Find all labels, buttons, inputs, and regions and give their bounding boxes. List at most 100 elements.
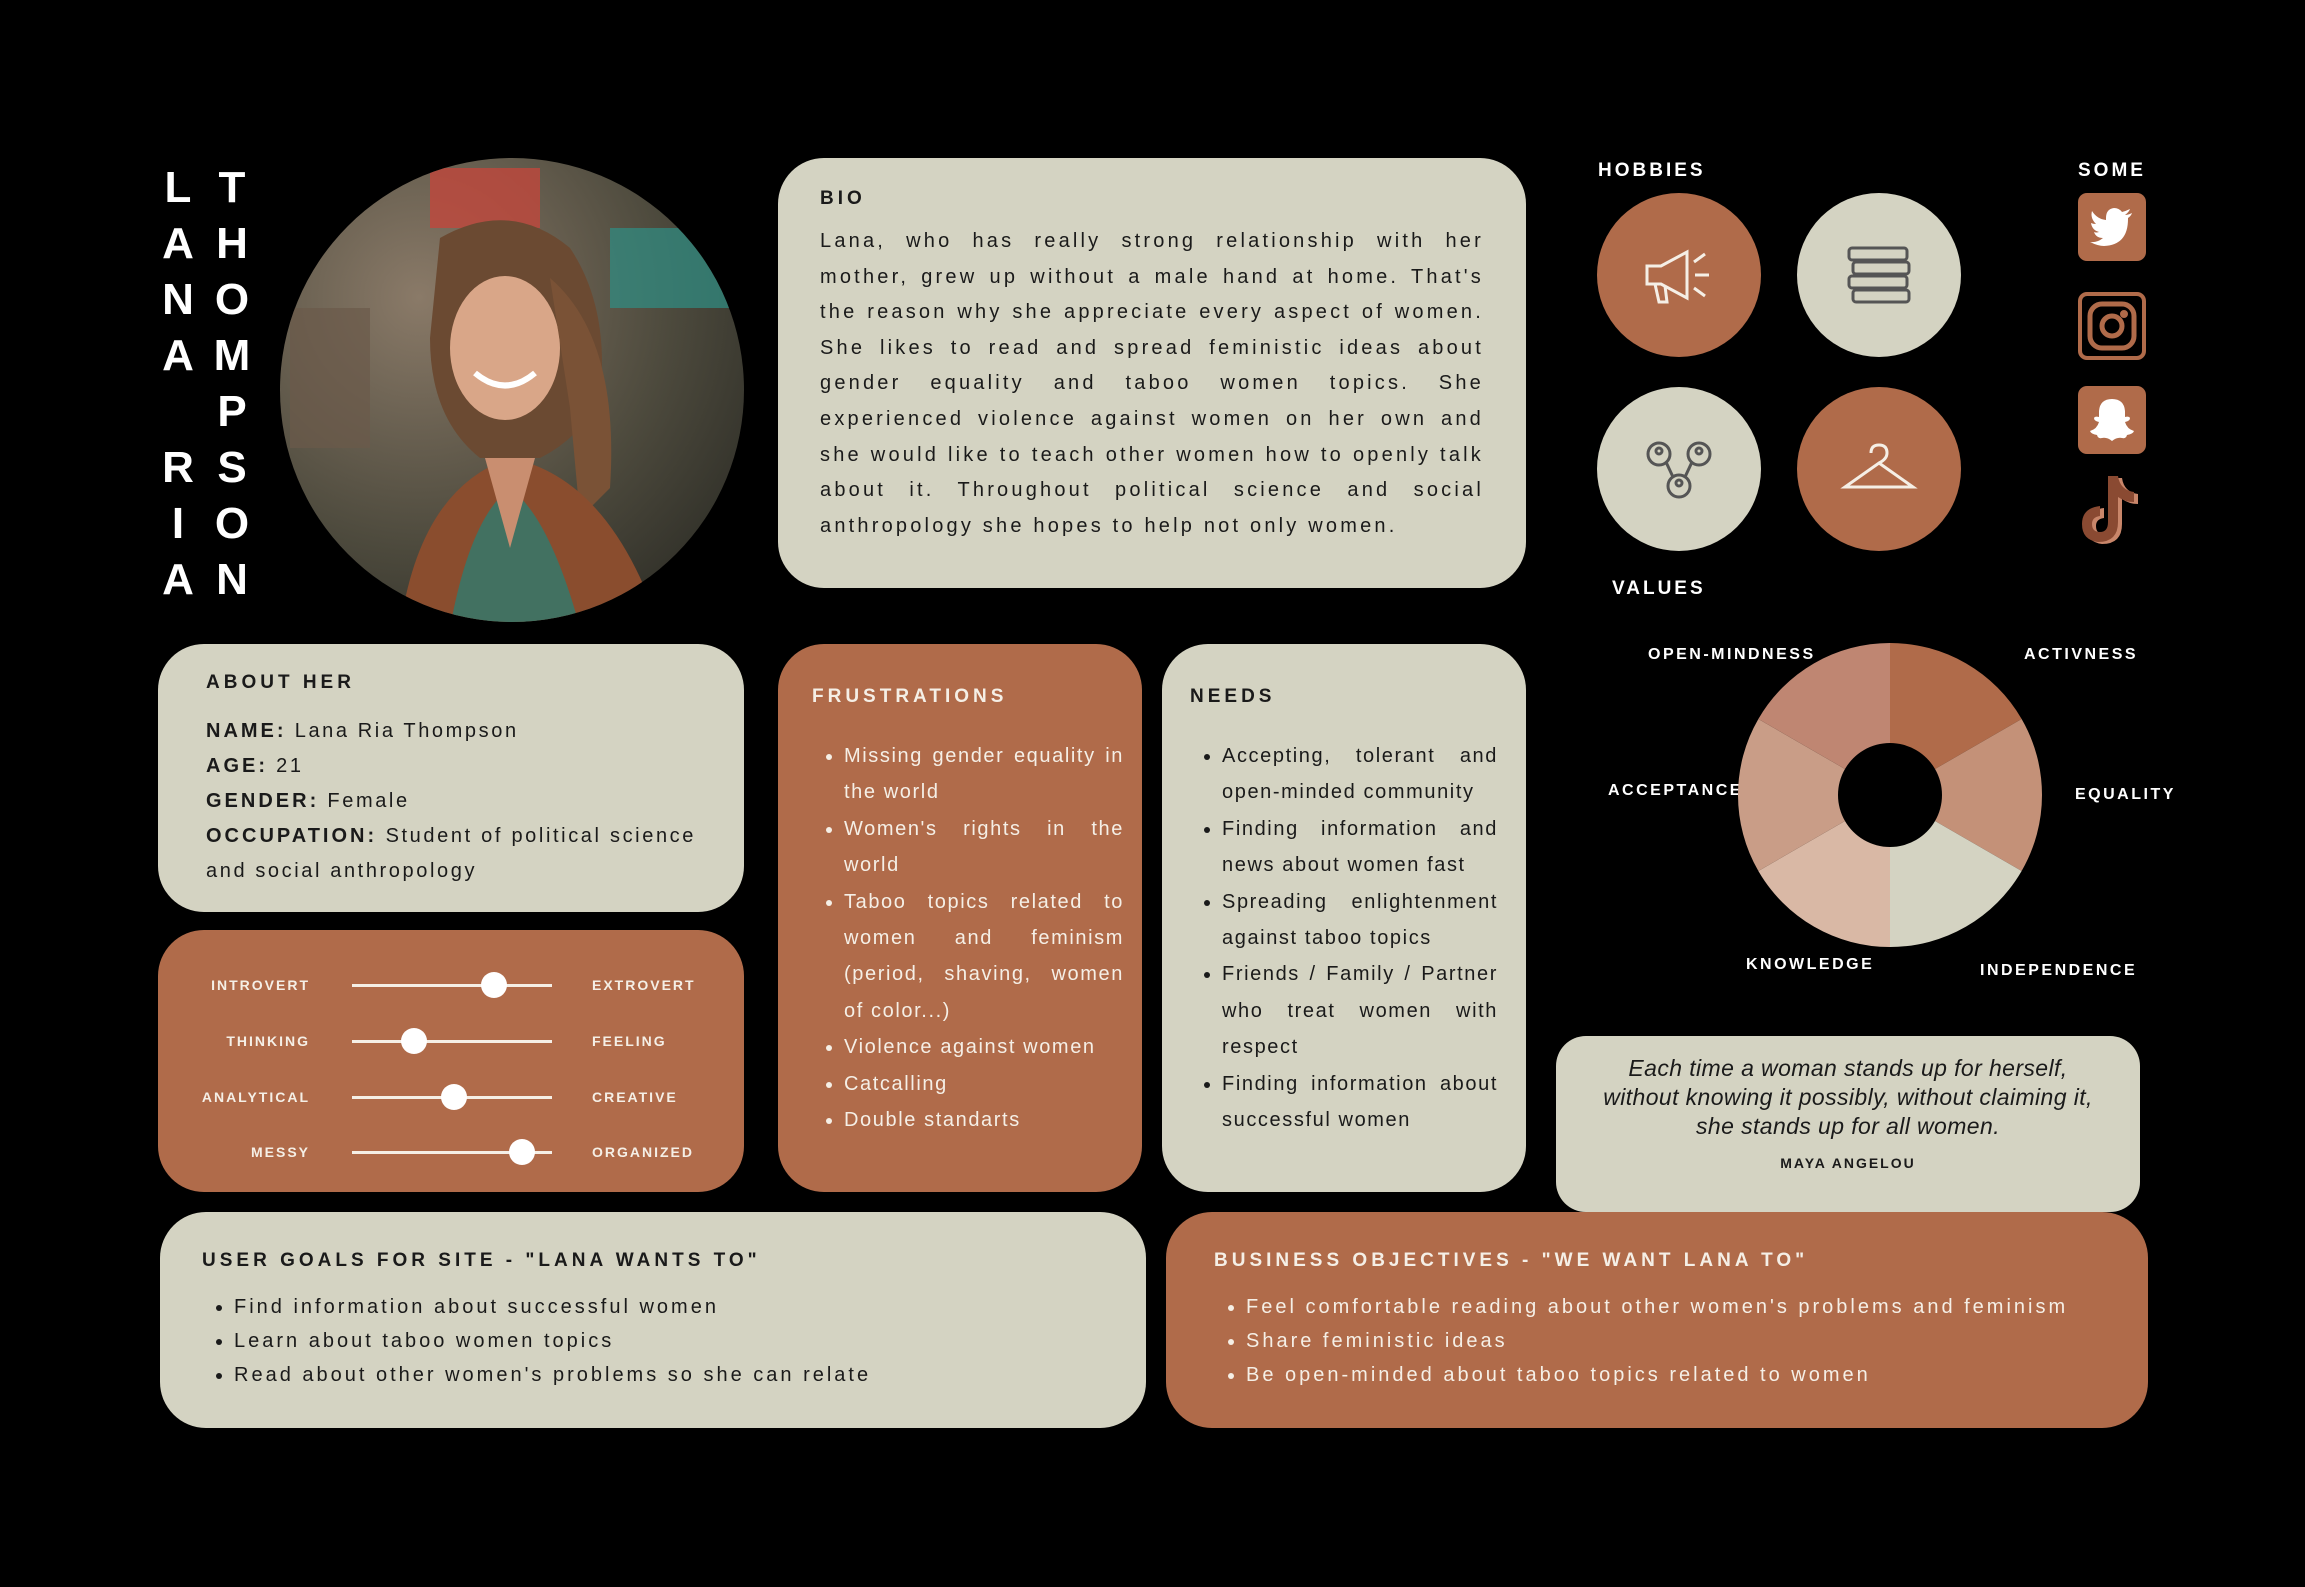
trait-slider-track[interactable] — [352, 1151, 552, 1154]
about-occupation-label: OCCUPATION: — [206, 825, 378, 847]
list-item: Women's rights in the world — [844, 811, 1124, 884]
list-item: Double standarts — [844, 1102, 1124, 1138]
about-name-value: Lana Ria Thompson — [294, 720, 519, 742]
user-goals-title: USER GOALS FOR SITE - "LANA WANTS TO" — [202, 1250, 761, 1271]
values-donut-chart — [1738, 643, 2042, 947]
list-item: Friends / Family / Partner who treat wom… — [1222, 956, 1498, 1065]
hobbies-title: HOBBIES — [1598, 160, 1706, 181]
about-age-value: 21 — [276, 755, 304, 777]
list-item: Accepting, tolerant and open-minded comm… — [1222, 738, 1498, 811]
quote-line: she stands up for all women. — [1696, 1113, 2000, 1139]
list-item: Learn about taboo women topics — [234, 1324, 1104, 1358]
list-item: Be open-minded about taboo topics relate… — [1246, 1358, 2100, 1392]
donut-segment — [1935, 719, 2042, 871]
about-occupation-row: OCCUPATION: Student of political science… — [206, 819, 696, 889]
user-goals-card: USER GOALS FOR SITE - "LANA WANTS TO" Fi… — [160, 1212, 1146, 1428]
trait-slider-row: ANALYTICAL CREATIVE — [158, 1082, 744, 1112]
name-letter: A — [162, 555, 194, 604]
list-item: Finding information about successful wom… — [1222, 1066, 1498, 1139]
twitter-icon[interactable] — [2078, 193, 2146, 261]
business-objectives-title: BUSINESS OBJECTIVES - "WE WANT LANA TO" — [1214, 1250, 1809, 1271]
instagram-icon[interactable] — [2078, 292, 2146, 360]
value-label-equality: EQUALITY — [2075, 786, 2176, 803]
trait-slider-knob[interactable] — [401, 1028, 427, 1054]
quote-line: without knowing it possibly, without cla… — [1603, 1084, 2093, 1110]
bio-text: Lana, who has really strong relationship… — [820, 230, 1484, 537]
books-icon — [1797, 193, 1961, 357]
frustrations-title: FRUSTRATIONS — [812, 686, 1008, 707]
about-age-row: AGE: 21 — [206, 749, 696, 784]
about-name-label: NAME: — [206, 720, 287, 742]
needs-card: NEEDS Accepting, tolerant and open-minde… — [1162, 644, 1526, 1192]
list-item: Find information about successful women — [234, 1290, 1104, 1324]
name-letter: T — [218, 163, 246, 212]
bio-title: BIO — [820, 188, 866, 209]
trait-slider-track[interactable] — [352, 1040, 552, 1043]
trait-right-label: CREATIVE — [592, 1089, 678, 1105]
trait-left-label: THINKING — [226, 1033, 310, 1049]
list-item: Violence against women — [844, 1029, 1124, 1065]
trait-left-label: ANALYTICAL — [201, 1089, 310, 1105]
trait-right-label: ORGANIZED — [592, 1144, 694, 1160]
snapchat-icon[interactable] — [2078, 386, 2146, 454]
hanger-icon — [1797, 387, 1961, 551]
trait-slider-knob[interactable] — [481, 972, 507, 998]
list-item: Share feministic ideas — [1246, 1324, 2100, 1358]
name-letter: O — [214, 499, 250, 548]
donut-segment — [1758, 821, 1890, 947]
name-letter: L — [164, 163, 192, 212]
value-label-knowledge: KNOWLEDGE — [1746, 956, 1875, 973]
about-name-row: NAME: Lana Ria Thompson — [206, 714, 696, 749]
about-gender-label: GENDER: — [206, 790, 320, 812]
name-letter: R — [162, 443, 194, 492]
needs-list: Accepting, tolerant and open-minded comm… — [1190, 738, 1498, 1138]
about-occupation-value: Student of political science and social … — [206, 825, 696, 882]
needs-title: NEEDS — [1190, 686, 1276, 707]
value-label-acceptance: ACCEPTANCE — [1608, 782, 1743, 799]
trait-left-label: MESSY — [250, 1144, 310, 1160]
value-label-activness: ACTIVNESS — [2024, 646, 2139, 663]
trait-right-label: EXTROVERT — [592, 977, 696, 993]
list-item: Missing gender equality in the world — [844, 738, 1124, 811]
donut-segment — [1738, 719, 1845, 871]
about-gender-value: Female — [327, 790, 410, 812]
trait-slider-track[interactable] — [352, 984, 552, 987]
business-objectives-list: Feel comfortable reading about other wom… — [1214, 1290, 2100, 1392]
name-letter: M — [213, 331, 251, 380]
donut-segment — [1890, 821, 2022, 947]
list-item: Spreading enlightenment against taboo to… — [1222, 884, 1498, 957]
trait-right-label: FEELING — [592, 1033, 667, 1049]
value-label-open-mindness: OPEN-MINDNESS — [1648, 646, 1816, 663]
about-title: ABOUT HER — [206, 672, 355, 693]
list-item: Read about other women's problems so she… — [234, 1358, 1104, 1392]
values-title: VALUES — [1612, 578, 1706, 599]
trait-slider-knob[interactable] — [509, 1139, 535, 1165]
frustrations-card: FRUSTRATIONS Missing gender equality in … — [778, 644, 1142, 1192]
name-letter: A — [162, 219, 194, 268]
trait-slider-row: MESSY ORGANIZED — [158, 1137, 744, 1167]
donut-segment — [1758, 643, 1890, 769]
social-title: SOME — [2078, 160, 2146, 181]
name-letter: N — [162, 275, 194, 324]
list-item: Feel comfortable reading about other wom… — [1246, 1290, 2100, 1324]
tiktok-icon[interactable] — [2078, 474, 2146, 550]
list-item: Taboo topics related to women and femini… — [844, 884, 1124, 1030]
personality-sliders-card: INTROVERT EXTROVERT THINKING FEELING ANALYTI… — [158, 930, 744, 1192]
profile-photo — [280, 158, 744, 622]
quote-author: MAYA ANGELOU — [1780, 1155, 1916, 1171]
name-letter: H — [216, 219, 248, 268]
frustrations-list: Missing gender equality in the world Wom… — [812, 738, 1124, 1138]
name-letter: O — [214, 275, 250, 324]
name-letter: N — [216, 555, 248, 604]
network-icon — [1597, 387, 1761, 551]
megaphone-icon — [1597, 193, 1761, 357]
name-letter: P — [217, 387, 247, 436]
user-goals-list: Find information about successful women … — [202, 1290, 1104, 1392]
trait-slider-row: INTROVERT EXTROVERT — [158, 970, 744, 1000]
name-letter: S — [217, 443, 247, 492]
about-gender-row: GENDER: Female — [206, 784, 696, 819]
quote-line: Each time a woman stands up for herself, — [1628, 1055, 2068, 1081]
first-name-vertical: L A N A R I A — [148, 160, 208, 608]
list-item: Catcalling — [844, 1066, 1124, 1102]
trait-slider-knob[interactable] — [441, 1084, 467, 1110]
